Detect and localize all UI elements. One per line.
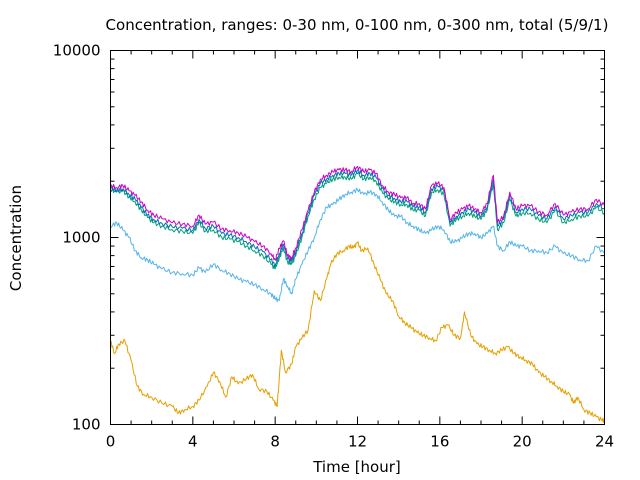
x-tick-label: 20 — [513, 433, 532, 451]
x-tick-label: 4 — [188, 433, 198, 451]
y-axis-label: Concentration — [7, 185, 25, 291]
series-line-5 — [110, 165, 605, 261]
series-line-1 — [110, 241, 605, 424]
x-tick-label: 8 — [270, 433, 280, 451]
series-line-3 — [110, 171, 605, 270]
chart-title: Concentration, ranges: 0-30 nm, 0-100 nm… — [106, 16, 609, 34]
axes: 0 4 8 12 16 20 24 100 1000 10000 — [53, 42, 614, 451]
x-tick-label: 12 — [348, 433, 367, 451]
plot-area — [110, 165, 605, 424]
y-tick-label: 100 — [72, 416, 101, 434]
x-tick-label: 0 — [106, 433, 116, 451]
x-axis-label: Time [hour] — [312, 458, 401, 476]
series-line-2 — [110, 187, 605, 303]
plot-frame — [110, 50, 605, 425]
y-tick-label: 10000 — [53, 42, 101, 60]
x-tick-label: 16 — [430, 433, 449, 451]
y-tick-label: 1000 — [62, 229, 100, 247]
series-line-4 — [110, 169, 605, 268]
x-tick-label: 24 — [595, 433, 614, 451]
